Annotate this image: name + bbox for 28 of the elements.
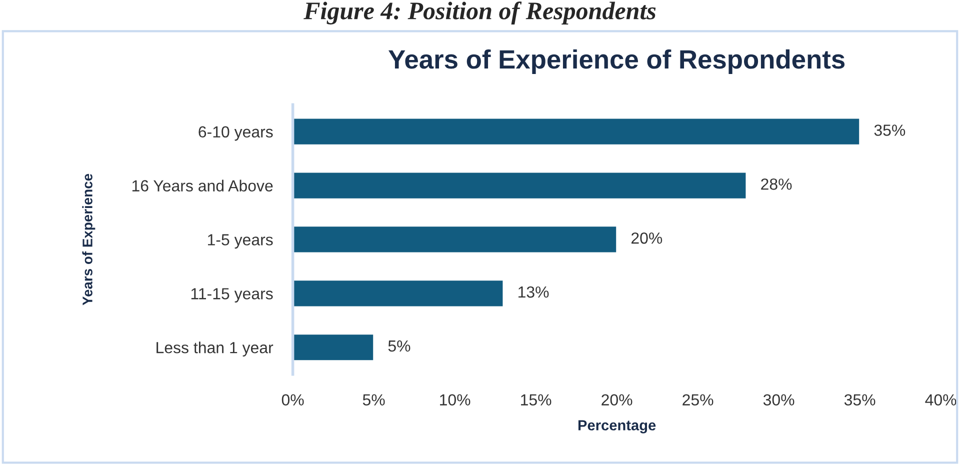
x-tick-label: 30% <box>763 394 794 406</box>
y-tick-label: 6-10 years <box>198 126 273 141</box>
x-tick-label: 35% <box>844 394 876 406</box>
data-label: 28% <box>761 178 792 190</box>
x-tick-label: 15% <box>521 394 552 406</box>
bar <box>292 279 504 308</box>
bar <box>292 225 618 254</box>
chart-title: Years of Experience of Respondents <box>388 49 845 74</box>
x-tick-label: 25% <box>682 394 714 406</box>
data-label: 20% <box>631 232 662 244</box>
bar <box>292 171 748 200</box>
y-tick-label: Less than 1 year <box>156 342 274 356</box>
y-tick-label: 16 Years and Above <box>132 180 273 192</box>
caption: Figure 4: Position of Respondents <box>304 2 656 24</box>
data-label: 13% <box>518 286 549 298</box>
x-axis-title: Percentage <box>578 420 656 434</box>
bar <box>292 117 860 146</box>
y-tick-label: 1-5 years <box>208 234 273 249</box>
x-tick-label: 20% <box>602 394 632 406</box>
y-axis-title: Years of Experience <box>82 174 96 306</box>
x-tick-label: 10% <box>440 394 470 406</box>
y-tick-label: 11-15 years <box>191 288 273 303</box>
data-label: 35% <box>874 124 906 136</box>
data-label: 5% <box>388 340 410 352</box>
x-tick-label: 5% <box>362 394 385 406</box>
x-tick-label: 40% <box>925 394 956 406</box>
x-tick-label: 0% <box>282 394 304 406</box>
bar <box>292 333 374 362</box>
